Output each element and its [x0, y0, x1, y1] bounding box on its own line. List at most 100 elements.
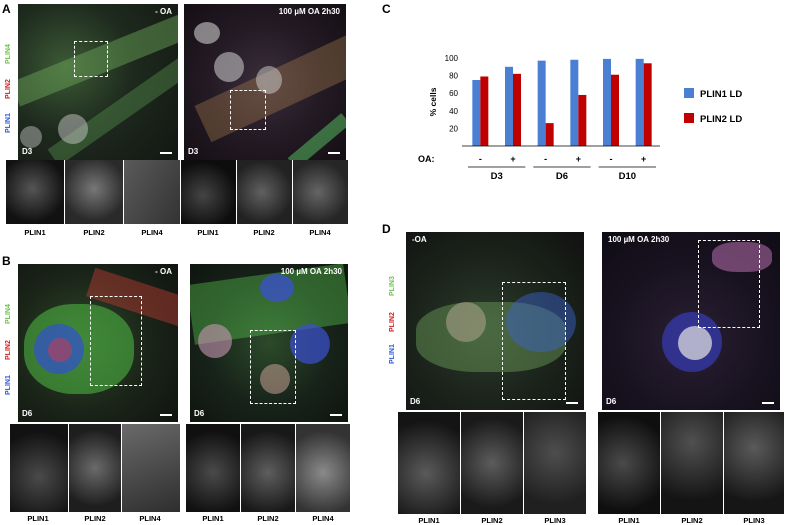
- panel-d-sub-label: PLIN2: [481, 516, 503, 525]
- panel-a-tile-left-1: [6, 160, 64, 224]
- panel-a-tile-left-2: [65, 160, 123, 224]
- panel-b-micrograph-control: - OA D6: [18, 264, 178, 422]
- oa-sign: +: [510, 154, 515, 164]
- bar-plin2-ld: [578, 94, 587, 146]
- panel-d-tile-left-3: [524, 412, 586, 514]
- panel-a-tile-right-1: [181, 160, 236, 224]
- panel-a-sub-label: PLIN1: [197, 228, 219, 237]
- bar-plin2-ld: [513, 73, 521, 146]
- panel-d-channel-1: PLIN3: [389, 276, 396, 296]
- oa-sign: -: [544, 154, 547, 164]
- bar-plin2-ld: [611, 74, 619, 146]
- panel-a-channel-2: PLIN2: [5, 79, 12, 99]
- legend-label: PLIN2 LD: [700, 114, 742, 125]
- bar-plin1-ld: [537, 60, 546, 146]
- panel-b-tile-left-1: [10, 424, 68, 512]
- panel-b-sub-label: PLIN2: [84, 514, 106, 523]
- panel-b-sub-label: PLIN4: [312, 514, 334, 523]
- panel-b-letter: B: [2, 254, 11, 268]
- panel-d-micrograph-control: -OA D6: [406, 232, 584, 410]
- panel-d-left-day: D6: [410, 397, 421, 406]
- panel-a-right-day: D3: [188, 147, 199, 156]
- panel-c-bar-chart: 20 40 60 80 100 % cells OA: - + - + - + D3 D6 D10 PLIN1 …: [418, 54, 742, 182]
- panel-d-tile-right-3: [724, 412, 784, 514]
- panel-b-right-day: D6: [194, 409, 205, 418]
- scale-bar: [762, 402, 774, 404]
- panel-b-left-day: D6: [22, 409, 33, 418]
- panel-b-tile-left-3: [122, 424, 180, 512]
- group-label: D6: [556, 171, 568, 182]
- panel-d-tile-right-2: [661, 412, 723, 514]
- panel-a-micrograph-oa: 100 µM OA 2h30 D3: [184, 4, 346, 160]
- panel-a-channel-3: PLIN1: [5, 113, 12, 133]
- panel-a-right-tag: 100 µM OA 2h30: [278, 7, 340, 16]
- y-axis-label: % cells: [428, 87, 438, 116]
- oa-sign: +: [576, 154, 581, 164]
- y-tick-label: 40: [449, 107, 458, 116]
- panel-b-channel-3: PLIN1: [5, 375, 12, 395]
- panel-b-tile-right-1: [186, 424, 240, 512]
- panel-b-tile-right-2: [241, 424, 295, 512]
- panel-a-micrograph-control: - OA D3: [18, 4, 178, 160]
- panel-b-left-tag: - OA: [155, 267, 172, 276]
- y-tick-label: 20: [449, 124, 458, 133]
- y-tick-label: 60: [449, 89, 458, 98]
- bar-plin1-ld: [505, 66, 513, 146]
- panel-d-tile-left-2: [461, 412, 523, 514]
- panel-d-right-day: D6: [606, 397, 617, 406]
- panel-d-right-tag: 100 µM OA 2h30: [608, 235, 670, 244]
- panel-b-right-tag: 100 µM OA 2h30: [280, 267, 342, 276]
- bar-plin1-ld: [472, 80, 481, 146]
- panel-d-micrograph-oa: 100 µM OA 2h30 D6: [602, 232, 780, 410]
- group-label: D3: [491, 171, 503, 182]
- panel-d-sub-label: PLIN2: [681, 516, 703, 525]
- scale-bar: [330, 414, 342, 416]
- group-label: D10: [619, 171, 636, 182]
- panel-a-letter: A: [2, 2, 11, 16]
- panel-d-letter: D: [382, 222, 391, 236]
- panel-b-channel-1: PLIN4: [5, 304, 12, 324]
- legend-swatch: [684, 113, 694, 123]
- panel-d-tile-right-1: [598, 412, 660, 514]
- panel-b-tile-right-3: [296, 424, 350, 512]
- panel-b-sub-label: PLIN4: [139, 514, 161, 523]
- panel-a-channel-1: PLIN4: [5, 44, 12, 64]
- panel-b-sub-label: PLIN2: [257, 514, 279, 523]
- panel-a-sub-label: PLIN4: [309, 228, 331, 237]
- scale-bar: [566, 402, 578, 404]
- bar-plin1-ld: [635, 58, 644, 146]
- panel-b-sub-label: PLIN1: [202, 514, 224, 523]
- scale-bar: [160, 414, 172, 416]
- panel-a-left-tag: - OA: [155, 7, 172, 16]
- panel-a-tile-right-3: [293, 160, 348, 224]
- panel-d-channel-2: PLIN2: [389, 312, 396, 332]
- panel-a-sub-label: PLIN1: [24, 228, 46, 237]
- bar-plin1-ld: [603, 58, 611, 146]
- bar-plin1-ld: [570, 59, 579, 147]
- panel-b-channel-2: PLIN2: [5, 340, 12, 360]
- legend-swatch: [684, 88, 694, 98]
- oa-sign: +: [641, 154, 646, 164]
- panel-d-sub-label: PLIN1: [618, 516, 640, 525]
- bar-plin2-ld: [480, 76, 489, 146]
- oa-label: OA:: [418, 154, 435, 164]
- bar-plin2-ld: [643, 63, 652, 146]
- bar-plin2-ld: [545, 123, 554, 146]
- panel-c-letter: C: [382, 2, 391, 16]
- panel-b-micrograph-oa: 100 µM OA 2h30 D6: [190, 264, 348, 422]
- panel-d-sub-label: PLIN1: [418, 516, 440, 525]
- panel-d-sub-label: PLIN3: [743, 516, 765, 525]
- panel-a-tile-left-3: [124, 160, 180, 224]
- scale-bar: [160, 152, 172, 154]
- panel-a-tile-right-2: [237, 160, 292, 224]
- panel-a-sub-label: PLIN4: [141, 228, 163, 237]
- panel-d-left-tag: -OA: [412, 235, 427, 244]
- panel-a-sub-label: PLIN2: [83, 228, 105, 237]
- panel-d-channel-3: PLIN1: [389, 344, 396, 364]
- y-tick-label: 80: [449, 72, 458, 81]
- oa-sign: -: [610, 154, 613, 164]
- panel-d-tile-left-1: [398, 412, 460, 514]
- panel-d-sub-label: PLIN3: [544, 516, 566, 525]
- panel-b-tile-left-2: [69, 424, 121, 512]
- y-tick-label: 100: [445, 54, 459, 63]
